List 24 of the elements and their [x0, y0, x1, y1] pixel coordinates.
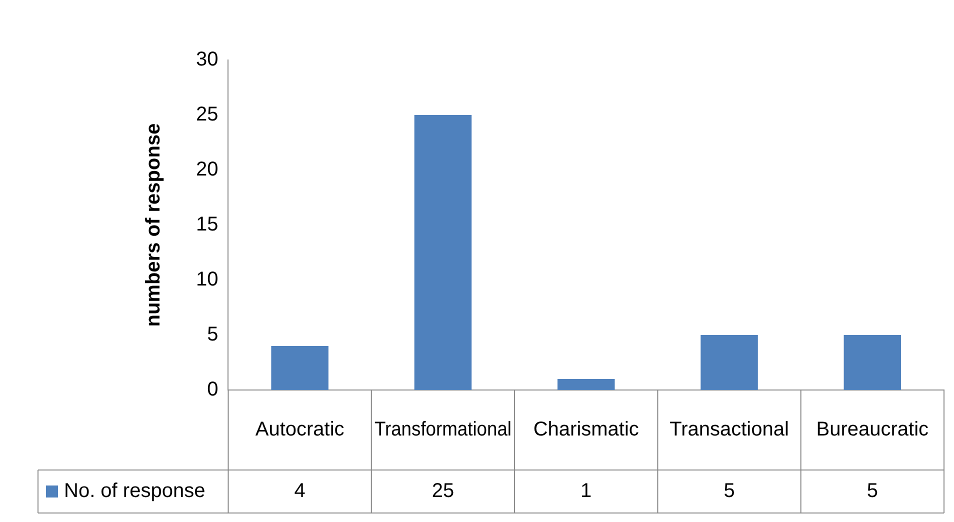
y-tick-label: 30: [196, 48, 218, 71]
data-label: 1: [580, 480, 592, 502]
data-label: 5: [724, 480, 735, 502]
x-tick-label: Transactional: [670, 418, 789, 441]
x-tick-label: Transformational: [374, 418, 512, 441]
bar: [700, 335, 758, 390]
x-tick-label: Autocratic: [255, 418, 344, 441]
legend-label: No. of response: [64, 480, 206, 502]
y-tick-label: 10: [196, 268, 218, 291]
x-tick-label: Bureaucratic: [816, 418, 929, 441]
x-tick-label: Charismatic: [533, 418, 639, 441]
data-label: 4: [294, 480, 306, 502]
y-tick-label: 25: [196, 104, 218, 126]
y-tick-label: 0: [207, 378, 218, 401]
bar: [844, 335, 902, 390]
y-axis-title: numbers of response: [142, 123, 165, 327]
y-tick-label: 5: [207, 324, 218, 346]
y-tick-label: 20: [196, 158, 218, 181]
bar: [414, 115, 472, 390]
data-label: 25: [432, 480, 454, 502]
bar: [271, 346, 328, 390]
y-tick-label: 15: [196, 214, 218, 236]
data-label: 5: [866, 480, 878, 502]
bar: [557, 379, 615, 390]
